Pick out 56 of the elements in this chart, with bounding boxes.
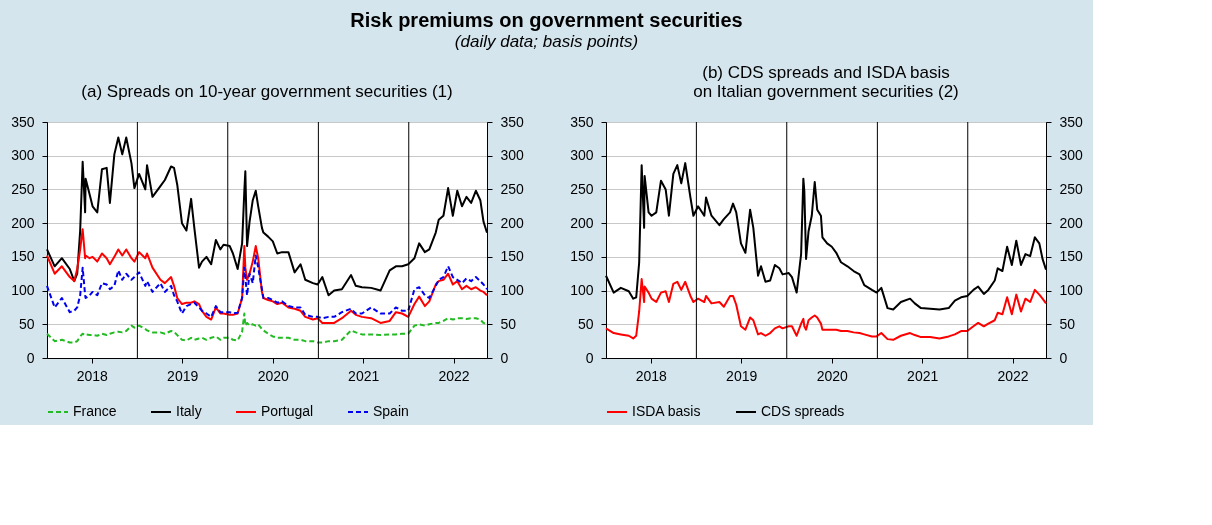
line-series [46,228,488,324]
line-series [605,278,1047,341]
x-tick-label: 2020 [257,367,290,384]
y-tick-label: 250 [11,180,35,197]
y2-tick-label: 0 [500,349,509,366]
y-tick-label: 100 [11,282,35,299]
y2-tick-label: 50 [500,315,517,332]
y-tick-label: 300 [11,147,35,164]
y-tick-label: 150 [11,248,35,265]
y2-tick-label: 150 [1059,248,1084,265]
y2-tick-label: 0 [1059,349,1068,366]
y2-tick-label: 150 [500,248,525,265]
x-tick-label: 2018 [76,367,109,384]
text: Risk premiums on government securities [350,8,743,31]
y-tick-label: 200 [11,214,35,231]
x-tick-label: 2021 [348,367,380,384]
legend-label: France [73,403,117,419]
x-tick-label: 2018 [635,367,668,384]
legend-label: ISDA basis [632,403,701,419]
y-tick-label: 0 [585,349,594,366]
y-tick-label: 300 [570,147,594,164]
x-tick-label: 2020 [816,367,849,384]
y-tick-label: 350 [570,113,594,130]
y-tick-label: 50 [577,315,594,332]
x-tick-label: 2019 [726,367,758,384]
x-tick-label: 2019 [167,367,199,384]
y2-tick-label: 350 [1059,113,1084,130]
y2-tick-label: 250 [1059,180,1084,197]
legend-label: Spain [373,403,409,419]
line-series [46,254,488,320]
x-tick-label: 2022 [438,367,470,384]
legend-label: Italy [176,403,202,419]
y-tick-label: 50 [18,315,35,332]
y2-tick-label: 200 [1059,214,1084,231]
y-tick-label: 350 [11,113,35,130]
text: (daily data; basis points) [454,31,639,51]
y2-tick-label: 100 [1059,282,1084,299]
y-tick-label: 100 [570,282,594,299]
legend-label: Portugal [261,403,314,419]
y2-tick-label: 350 [500,113,525,130]
y2-tick-label: 300 [500,147,525,164]
y2-tick-label: 100 [500,282,525,299]
line-series [46,312,488,344]
y-tick-label: 200 [570,214,594,231]
chart-title: (a) Spreads on 10-year government securities (1) [81,82,453,101]
y-tick-label: 0 [26,349,35,366]
y2-tick-label: 50 [1059,315,1076,332]
x-tick-label: 2022 [997,367,1029,384]
chart-title: (b) CDS spreads and ISDA basis on Italian government securities (2) [693,63,959,101]
y2-tick-label: 250 [500,180,525,197]
y-tick-label: 250 [570,180,594,197]
legend-label: CDS spreads [761,403,845,419]
x-tick-label: 2021 [907,367,939,384]
y2-tick-label: 300 [1059,147,1084,164]
y2-tick-label: 200 [500,214,525,231]
y-tick-label: 150 [570,248,594,265]
